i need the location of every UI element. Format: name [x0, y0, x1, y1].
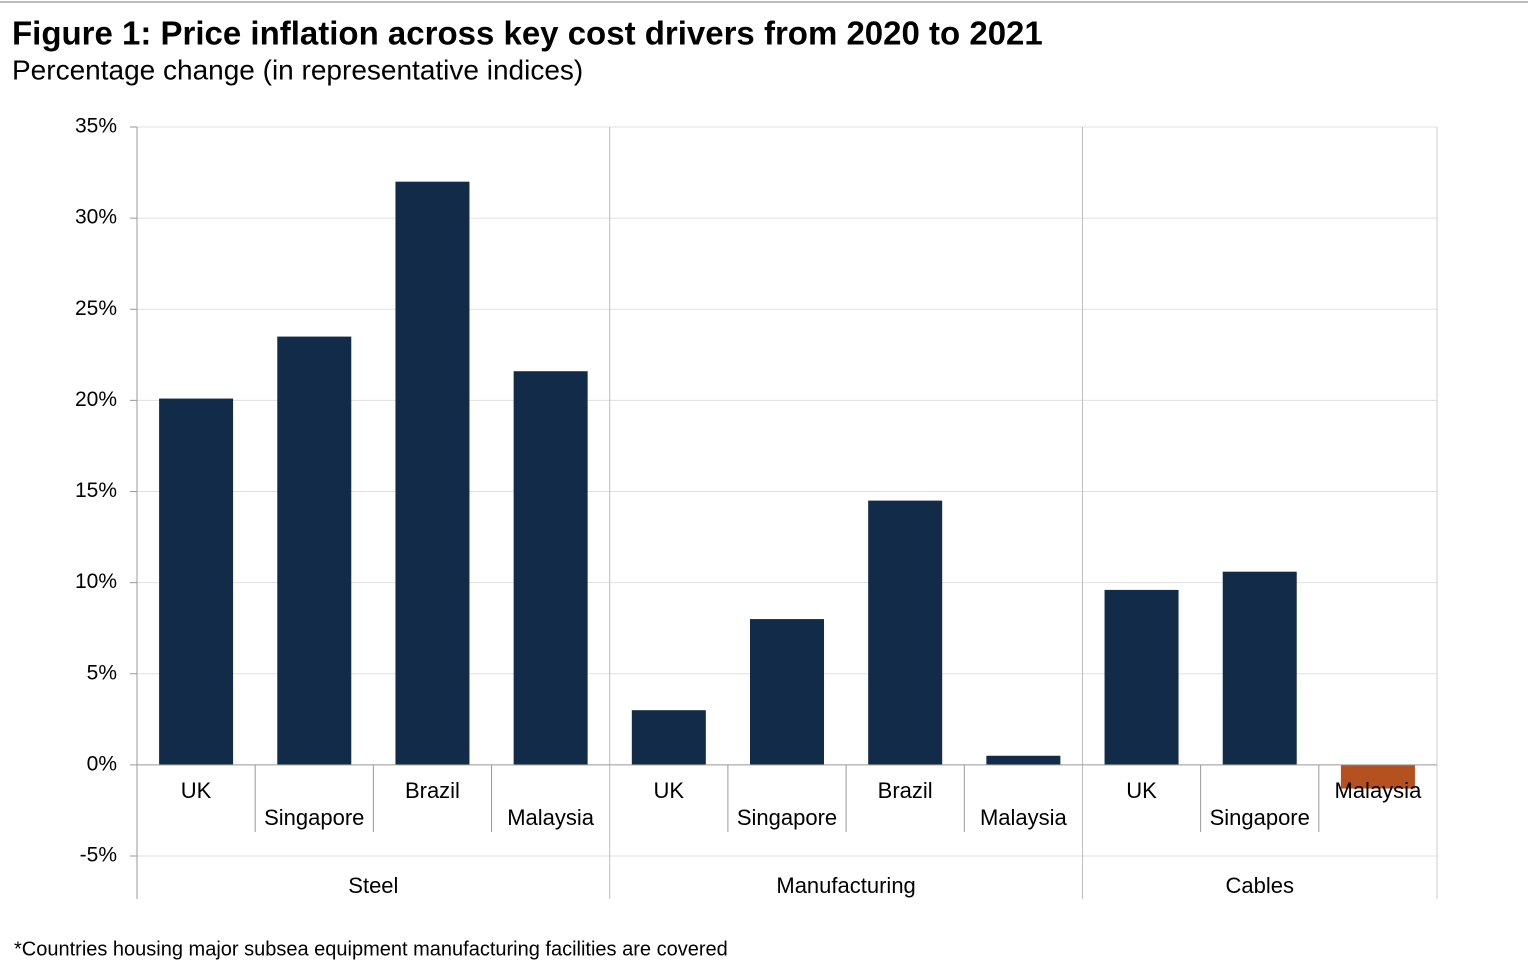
x-tick-label: Malaysia — [1335, 778, 1423, 803]
chart-subtitle: Percentage change (in representative ind… — [12, 54, 583, 85]
group-label: Manufacturing — [776, 873, 915, 898]
bar — [277, 336, 352, 765]
y-tick-label: -5% — [80, 844, 117, 867]
y-tick-label: 35% — [75, 115, 117, 138]
x-tick-label: Malaysia — [980, 805, 1068, 830]
bar — [1222, 571, 1297, 765]
bar — [631, 710, 706, 765]
y-tick-label: 30% — [75, 206, 117, 229]
bar — [159, 398, 234, 765]
bar — [395, 181, 470, 765]
bar — [750, 619, 824, 765]
bar — [513, 371, 588, 765]
group-label: Cables — [1225, 873, 1293, 898]
x-tick-label: UK — [1126, 778, 1157, 803]
y-tick-label: 5% — [87, 661, 117, 684]
y-tick-label: 0% — [87, 752, 117, 775]
x-tick-label: UK — [181, 778, 212, 803]
x-tick-label: UK — [654, 778, 685, 803]
y-tick-label: 25% — [75, 297, 117, 320]
x-tick-label: Singapore — [737, 805, 837, 830]
x-tick-label: Malaysia — [507, 805, 595, 830]
y-tick-label: 20% — [75, 388, 117, 411]
bar — [868, 500, 943, 765]
y-tick-label: 10% — [75, 570, 117, 593]
x-tick-label: Brazil — [878, 778, 933, 803]
x-tick-label: Singapore — [1210, 805, 1310, 830]
x-tick-label: Brazil — [405, 778, 460, 803]
bar — [986, 755, 1061, 765]
x-tick-label: Singapore — [264, 805, 364, 830]
chart-title: Figure 1: Price inflation across key cos… — [12, 15, 1043, 52]
bar — [1104, 589, 1179, 765]
y-tick-label: 15% — [75, 479, 117, 502]
footnote: *Countries housing major subsea equipmen… — [14, 938, 728, 960]
group-label: Steel — [348, 873, 398, 898]
bar — [1340, 764, 1415, 789]
